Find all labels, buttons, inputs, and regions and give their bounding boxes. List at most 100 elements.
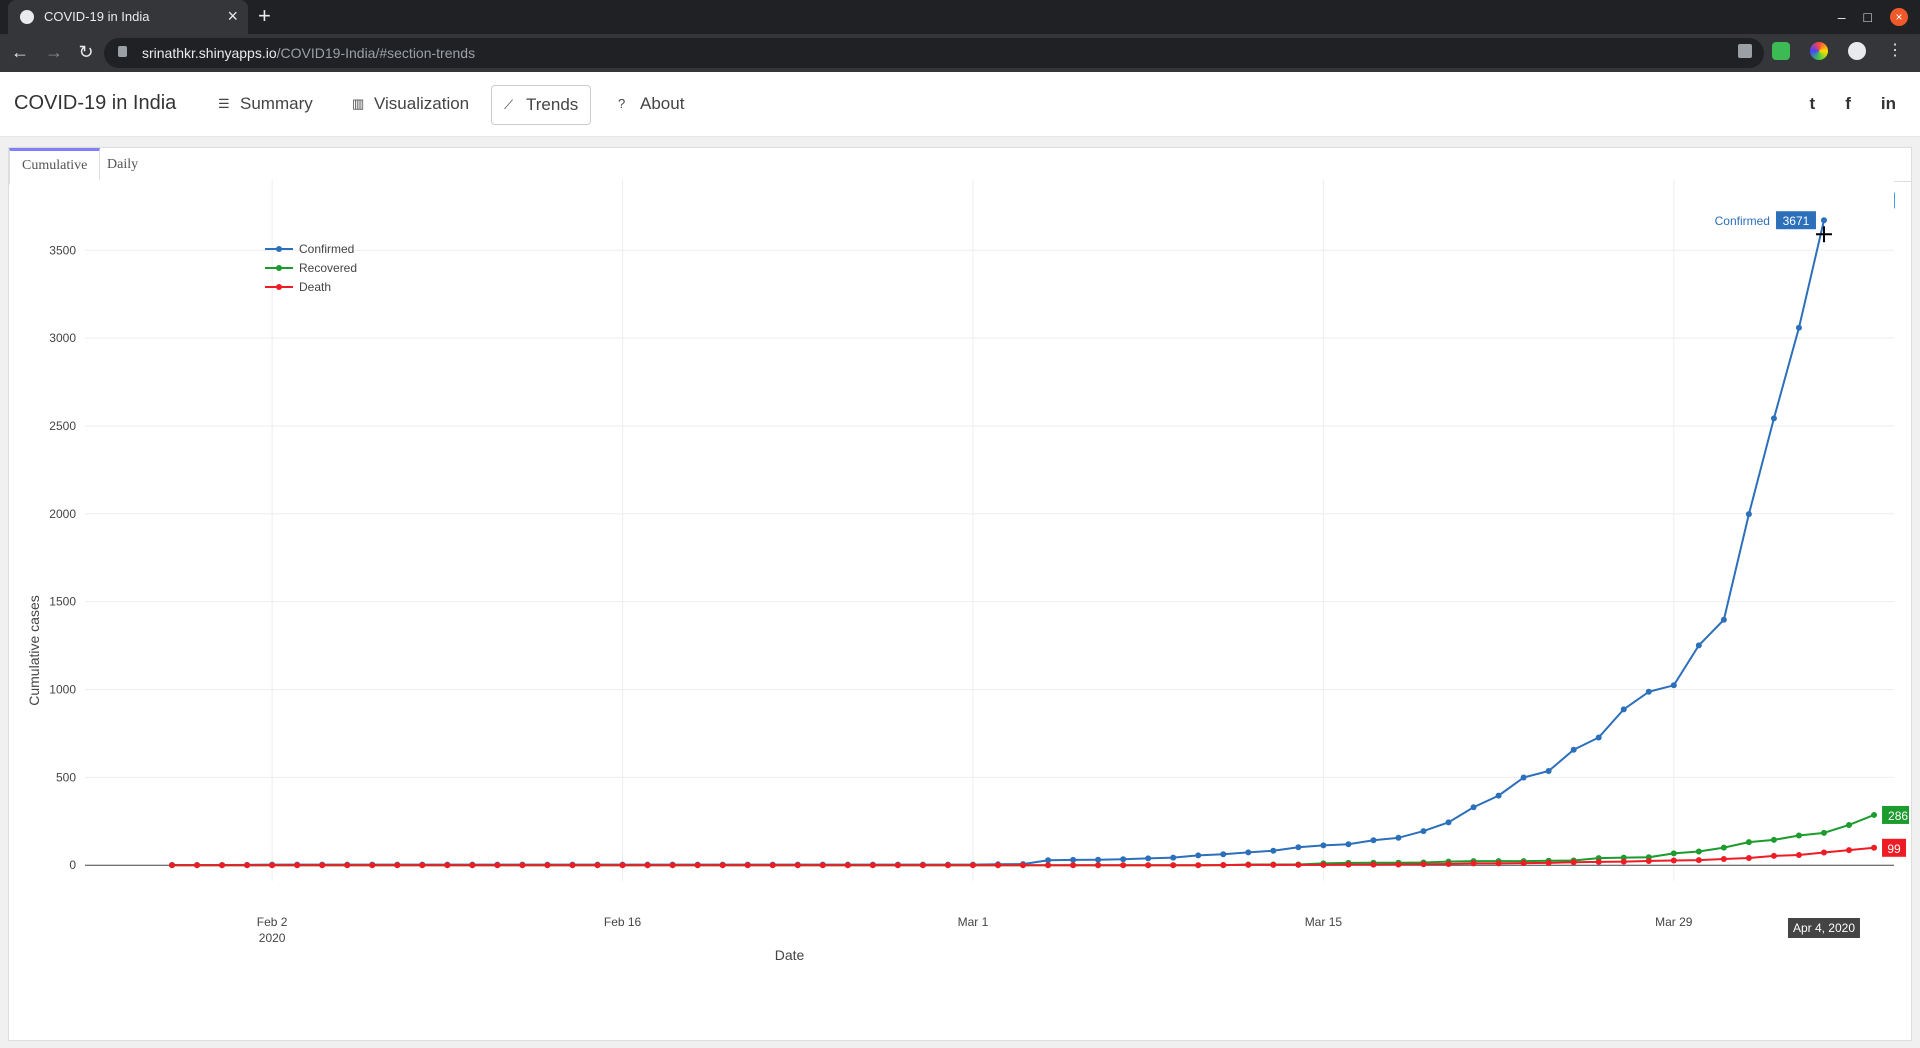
- data-point-confirmed: [1195, 852, 1202, 859]
- data-point-death: [994, 862, 1001, 869]
- plot-area: [85, 180, 1894, 881]
- color-extension-icon[interactable]: [1810, 42, 1828, 60]
- data-point-death: [394, 862, 401, 869]
- data-point-death: [1295, 861, 1302, 868]
- data-point-death: [1595, 858, 1602, 865]
- forward-icon[interactable]: →: [45, 42, 63, 62]
- data-point-death: [1670, 857, 1677, 864]
- twitter-icon[interactable]: t: [1809, 94, 1816, 113]
- data-point-death: [694, 862, 701, 869]
- data-point-death: [594, 862, 601, 869]
- y-tick-label: 0: [69, 858, 76, 872]
- url-path: /COVID19-India/#section-trends: [276, 45, 476, 61]
- reload-icon[interactable]: ↻: [78, 42, 94, 62]
- x-axis-title: Date: [775, 947, 805, 963]
- data-point-confirmed: [1220, 851, 1227, 858]
- data-point-recovered: [1670, 850, 1677, 857]
- shield-extension-icon[interactable]: [1772, 42, 1790, 60]
- data-point-confirmed: [1045, 857, 1052, 864]
- hover-value-text: 3671: [1783, 214, 1810, 228]
- data-point-death: [194, 862, 201, 869]
- y-tick-label: 2500: [49, 419, 76, 433]
- data-point-death: [519, 862, 526, 869]
- address-bar[interactable]: srinathkr.shinyapps.io/COVID19-India/#se…: [104, 38, 1764, 68]
- legend-marker: [276, 265, 282, 271]
- nav-summary[interactable]: ☰ Summary: [206, 85, 325, 123]
- data-point-death: [1720, 856, 1727, 863]
- data-point-death: [444, 862, 451, 869]
- data-point-confirmed: [1070, 856, 1077, 863]
- data-point-confirmed: [1820, 217, 1827, 224]
- app-navbar: COVID-19 in India ☰ Summary ▥ Visualizat…: [0, 72, 1920, 137]
- x-tick-label: Feb 2: [257, 915, 288, 929]
- data-point-death: [1320, 861, 1327, 868]
- social-links: t f in: [1810, 94, 1896, 114]
- data-point-confirmed: [1520, 774, 1527, 781]
- legend-label-recovered: Recovered: [299, 261, 357, 275]
- data-point-death: [1420, 861, 1427, 868]
- tab-cumulative[interactable]: Cumulative: [9, 148, 101, 185]
- nav-label: Visualization: [374, 94, 470, 113]
- data-point-death: [1195, 862, 1202, 869]
- linkedin-icon[interactable]: in: [1880, 94, 1896, 113]
- data-point-confirmed: [1420, 828, 1427, 835]
- facebook-icon[interactable]: f: [1845, 94, 1851, 113]
- data-point-death: [219, 862, 226, 869]
- data-point-death: [1270, 861, 1277, 868]
- back-icon[interactable]: ←: [11, 42, 29, 62]
- hover-date-box: [1787, 918, 1860, 938]
- window-close-icon[interactable]: ×: [1890, 8, 1908, 26]
- data-point-death: [1520, 860, 1527, 867]
- star-icon[interactable]: [1738, 44, 1752, 58]
- data-point-death: [644, 862, 651, 869]
- window-controls: – □ ×: [1838, 0, 1920, 34]
- data-point-confirmed: [1095, 856, 1102, 863]
- nav-about[interactable]: ? About: [606, 85, 696, 123]
- nav-label: Summary: [240, 94, 313, 113]
- y-tick-label: 500: [56, 770, 76, 784]
- menu-icon[interactable]: ⋮: [1887, 42, 1903, 59]
- profile-icon[interactable]: [1848, 42, 1866, 60]
- data-point-confirmed: [1645, 688, 1652, 695]
- data-point-death: [344, 862, 351, 869]
- hover-value-box: [1882, 805, 1909, 824]
- line-chart-icon: ⟋: [504, 97, 514, 112]
- data-point-death: [869, 862, 876, 869]
- maximize-icon[interactable]: □: [1863, 9, 1872, 25]
- data-point-death: [1370, 861, 1377, 868]
- data-point-death: [419, 862, 426, 869]
- data-point-confirmed: [1495, 792, 1502, 799]
- trends-chart[interactable]: 0 500 1000 1500 2000 2500 3000 3500 Feb 2 Feb 16 M…: [9, 156, 1909, 1036]
- data-point-confirmed: [1720, 616, 1727, 623]
- data-point-confirmed: [1545, 768, 1552, 775]
- close-tab-icon[interactable]: ×: [227, 6, 238, 26]
- data-point-confirmed: [1670, 682, 1677, 689]
- x-tick-label: Mar 1: [958, 915, 989, 929]
- tab-daily[interactable]: Daily: [107, 157, 139, 172]
- legend-label-death: Death: [299, 280, 331, 294]
- data-point-death: [369, 862, 376, 869]
- data-point-death: [1070, 862, 1077, 869]
- data-point-confirmed: [1395, 834, 1402, 841]
- brand-title[interactable]: COVID-19 in India: [14, 92, 177, 114]
- data-point-confirmed: [1795, 324, 1802, 331]
- data-point-confirmed: [1695, 642, 1702, 649]
- data-point-death: [969, 862, 976, 869]
- new-tab-icon[interactable]: +: [258, 3, 271, 28]
- hover-value-text: 286: [1888, 809, 1908, 823]
- nav-trends[interactable]: ⟋ Trends: [491, 85, 592, 125]
- browser-tab[interactable]: COVID-19 in India ×: [8, 0, 248, 34]
- minimize-icon[interactable]: –: [1837, 9, 1846, 25]
- y-tick-label: 2000: [49, 507, 76, 521]
- data-point-death: [769, 862, 776, 869]
- data-point-death: [1220, 862, 1227, 869]
- data-point-confirmed: [1245, 849, 1252, 856]
- data-point-confirmed: [1170, 854, 1177, 861]
- nav-label: About: [640, 94, 685, 113]
- data-point-death: [944, 862, 951, 869]
- data-point-confirmed: [1595, 734, 1602, 741]
- data-point-recovered: [1795, 832, 1802, 839]
- data-point-death: [494, 862, 501, 869]
- nav-visualization[interactable]: ▥ Visualization: [340, 85, 481, 123]
- hover-value-text: 99: [1887, 842, 1901, 856]
